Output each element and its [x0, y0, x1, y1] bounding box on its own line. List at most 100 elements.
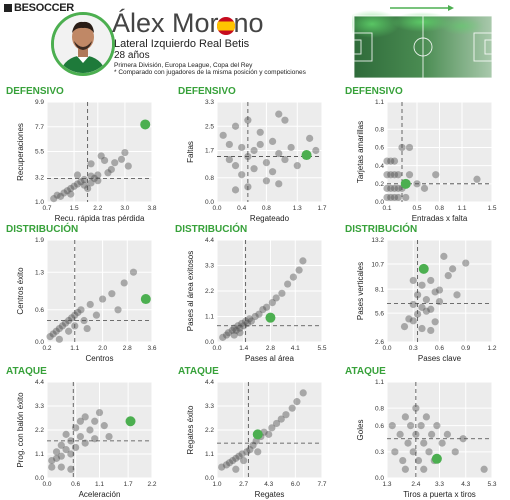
comparison-player-point: [218, 463, 226, 471]
comparison-player-point: [394, 184, 402, 192]
comparison-player-point: [251, 312, 259, 321]
x-tick-label: 0.6: [435, 345, 444, 352]
comparison-player-point: [404, 439, 412, 447]
comparison-player-point: [418, 281, 426, 289]
comparison-player-point: [230, 324, 238, 332]
y-tick-label: 1.1: [375, 99, 384, 106]
comparison-player-point: [236, 324, 244, 332]
comparison-player-point: [407, 422, 415, 430]
comparison-player-point: [67, 184, 75, 193]
comparison-player-point: [409, 317, 417, 325]
comparison-player-point: [262, 177, 271, 185]
scatter-chart-pases-area: 0.0 1.4 2.8 4.1 5.5 0.0 1.1 2.2 3.3 4.4 Pases al á…: [186, 237, 327, 363]
x-tick-label: 7.7: [317, 481, 326, 488]
y-tick-label: 13.2: [371, 237, 384, 244]
comparison-player-point: [413, 180, 421, 188]
comparison-player-point: [249, 441, 257, 449]
comparison-player-point: [387, 184, 395, 192]
y-tick-label: 0.3: [375, 449, 384, 456]
comparison-player-point: [420, 465, 428, 473]
comparison-player-point: [81, 439, 89, 447]
comparison-player-point: [55, 324, 63, 333]
comparison-player-point: [61, 319, 70, 327]
besoccer-logo[interactable]: BESOCCER: [4, 2, 74, 14]
comparison-player-point: [55, 335, 63, 343]
comparison-player-point: [247, 317, 255, 325]
comparison-player-point: [265, 430, 273, 438]
x-tick-label: 6.0: [291, 481, 300, 488]
comparison-player-point: [53, 191, 61, 199]
comparison-player-point: [50, 195, 58, 203]
comparison-player-point: [405, 143, 414, 152]
comparison-player-point: [244, 116, 252, 124]
comparison-player-point: [428, 430, 436, 438]
x-tick-label: 0.6: [71, 481, 80, 488]
comparison-player-point: [401, 413, 409, 421]
comparison-player-point: [414, 291, 422, 299]
scatter-chart-goles: 1.3 2.4 3.3 4.3 5.3 0.0 0.3 0.6 0.8 1.1 Tiros a pu…: [356, 379, 497, 499]
comparison-player-point: [108, 290, 116, 298]
comparison-player-point: [312, 146, 320, 155]
y-tick-label: 0.0: [35, 339, 44, 346]
x-tick-label: 2.0: [98, 345, 107, 352]
comparison-player-point: [275, 110, 283, 118]
x-tick-label: 1.5: [70, 205, 79, 212]
comparison-player-point: [219, 131, 227, 139]
comparison-player-point: [425, 448, 433, 456]
comparison-player-point: [396, 430, 404, 438]
comparison-player-point: [105, 432, 113, 441]
comparison-player-point: [62, 446, 70, 454]
comparison-player-point: [97, 152, 105, 160]
y-tick-label: 2.2: [205, 427, 214, 434]
comparison-player-point: [77, 178, 85, 186]
comparison-player-point: [60, 189, 68, 197]
comparison-player-point: [240, 322, 248, 330]
comparison-player-point: [435, 297, 444, 306]
comparison-player-point: [278, 289, 286, 297]
comparison-player-point: [427, 326, 435, 335]
comparison-player-point: [255, 310, 263, 318]
comparison-player-point: [435, 286, 444, 294]
scatter-chart-faltas: 0.0 0.4 0.8 1.3 1.7 0.0 0.8 1.7 2.5 3.3 Regateado F…: [186, 99, 327, 223]
comparison-player-point: [268, 137, 277, 145]
y-tick-label: 1.0: [35, 199, 44, 206]
section-label-defensivo-1: DEFENSIVO: [6, 86, 64, 97]
comparison-player-point: [225, 140, 233, 149]
y-tick-label: 2.2: [205, 288, 214, 295]
y-tick-label: 0.0: [35, 475, 44, 482]
section-label-ataque-1: ATAQUE: [6, 366, 47, 377]
comparison-player-point: [418, 303, 426, 311]
y-tick-label: 0.0: [205, 199, 214, 206]
comparison-player-point: [81, 413, 89, 421]
x-tick-label: 0.3: [409, 345, 418, 352]
comparison-player-point: [417, 422, 425, 430]
comparison-player-point: [48, 463, 56, 471]
x-tick-label: 0.4: [237, 205, 246, 212]
x-axis-label: Aceleración: [79, 490, 121, 499]
y-tick-label: 0.6: [375, 423, 384, 430]
x-tick-label: 1.1: [95, 481, 104, 488]
comparison-player-point: [234, 322, 242, 330]
y-tick-label: 0.4: [375, 163, 384, 170]
comparison-player-point: [400, 323, 409, 331]
comparison-player-point: [232, 326, 240, 335]
comparison-player-point: [87, 172, 95, 180]
y-tick-label: 0.2: [375, 181, 384, 188]
y-tick-label: 0.0: [375, 475, 384, 482]
comparison-player-point: [462, 259, 470, 267]
comparison-player-point: [76, 417, 85, 425]
y-tick-label: 5.6: [375, 310, 384, 317]
y-axis-label: Tarjetas amarillas: [356, 121, 365, 183]
comparison-player-point: [71, 322, 79, 330]
x-tick-label: 5.5: [317, 345, 326, 352]
comparison-player-point: [287, 143, 295, 152]
x-axis-label: Centros: [85, 354, 113, 363]
x-tick-label: 0.8: [435, 205, 444, 212]
y-tick-label: 0.0: [375, 199, 384, 206]
comparison-player-point: [58, 322, 67, 330]
comparison-player-point: [390, 184, 399, 192]
section-label-distribucion-1: DISTRIBUCIÓN: [6, 224, 79, 235]
y-tick-label: 0.8: [375, 405, 384, 412]
section-label-ataque-3: ATAQUE: [345, 366, 386, 377]
x-tick-label: 1.5: [487, 205, 496, 212]
